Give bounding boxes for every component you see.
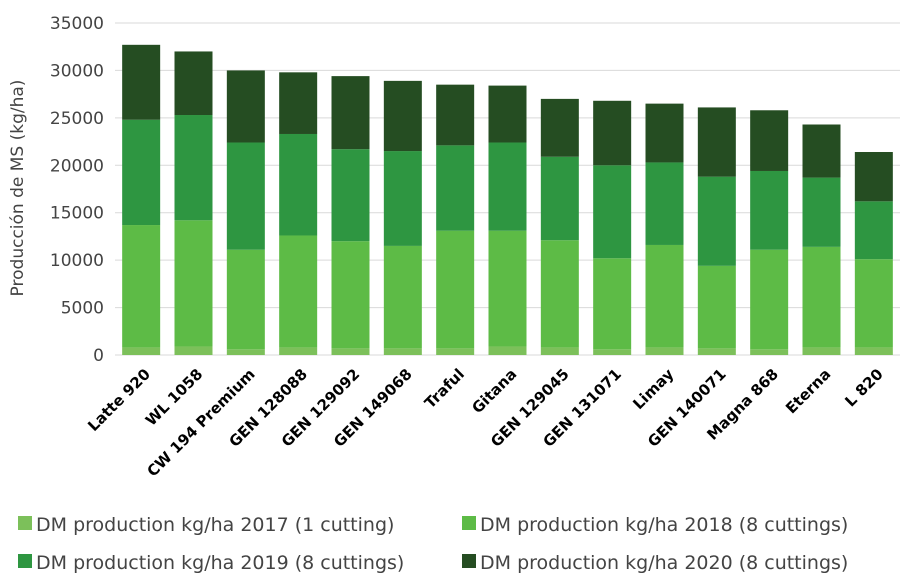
bar-segment [122, 44, 161, 120]
bar-segment [802, 246, 841, 348]
bar-segment [854, 347, 893, 355]
bar-segment [750, 249, 789, 350]
bar-segment [645, 162, 684, 245]
bar-segment [697, 176, 736, 266]
bar-segment [697, 348, 736, 355]
bar-segment [279, 133, 318, 236]
x-tick-label: Gitana [468, 365, 520, 417]
bar-segment [331, 348, 370, 355]
bars [122, 44, 893, 355]
bar-segment [645, 347, 684, 355]
bar-segment [488, 142, 527, 231]
bar-segment [174, 115, 213, 221]
bar-segment [540, 156, 579, 241]
y-tick-label: 25000 [50, 109, 104, 129]
x-tick-label: Eterna [782, 365, 834, 417]
bar-segment [331, 241, 370, 349]
bar-segment [802, 177, 841, 247]
y-tick-label: 5000 [61, 299, 104, 319]
x-tick-label: Limay [629, 365, 677, 413]
legend-label: DM production kg/ha 2020 (8 cuttings) [480, 552, 848, 574]
legend-swatch [18, 554, 32, 568]
bar-segment [697, 265, 736, 349]
bar-segment [593, 100, 632, 166]
y-tick-label: 35000 [50, 14, 104, 34]
bar-segment [331, 149, 370, 242]
legend-label: DM production kg/ha 2017 (1 cutting) [36, 514, 394, 536]
y-axis-label: Producción de MS (kg/ha) [8, 80, 28, 297]
bar-segment [436, 145, 475, 231]
bar-segment [488, 346, 527, 355]
bar-segment [540, 240, 579, 348]
y-tick-label: 10000 [50, 251, 104, 271]
bar-segment [854, 201, 893, 260]
bar-segment [593, 165, 632, 259]
bar-segment [279, 235, 318, 348]
bar-segment [436, 348, 475, 355]
x-tick-label: L 820 [841, 365, 886, 410]
y-tick-label: 30000 [50, 61, 104, 81]
legend-label: DM production kg/ha 2018 (8 cuttings) [480, 514, 848, 536]
bar-segment [226, 349, 265, 355]
y-tick-label: 0 [93, 346, 104, 366]
bar-segment [802, 124, 841, 178]
bar-segment [174, 51, 213, 116]
bar-segment [750, 170, 789, 250]
bar-segment [802, 347, 841, 355]
bar-segment [174, 346, 213, 355]
x-tick-label: Latte 920 [84, 365, 154, 435]
bar-segment [750, 110, 789, 171]
bar-segment [854, 259, 893, 348]
legend-swatch [462, 516, 476, 530]
bar-segment [645, 244, 684, 348]
bar-segment [279, 72, 318, 134]
bar-segment [383, 245, 422, 349]
bar-segment [226, 249, 265, 350]
bar-segment [383, 151, 422, 246]
bar-segment [697, 107, 736, 177]
bar-segment [174, 220, 213, 347]
legend-label: DM production kg/ha 2019 (8 cuttings) [36, 552, 404, 574]
bar-segment [645, 103, 684, 163]
bar-segment [226, 142, 265, 250]
y-tick-labels: 0 5000 10000 15000 20000 25000 30000 35000 [50, 14, 104, 366]
bar-segment [488, 230, 527, 347]
bar-segment [383, 348, 422, 355]
bar-segment [540, 98, 579, 157]
bar-segment [750, 349, 789, 355]
bar-segment [383, 80, 422, 152]
bar-segment [593, 349, 632, 355]
bar-segment [226, 70, 265, 143]
y-tick-label: 20000 [50, 156, 104, 176]
bar-segment [593, 258, 632, 350]
x-tick-label: Traful [421, 365, 468, 412]
bar-segment [488, 85, 527, 143]
bar-segment [331, 76, 370, 150]
bar-segment [122, 225, 161, 348]
bar-segment [122, 347, 161, 355]
bar-segment [436, 84, 475, 146]
legend-swatch [462, 554, 476, 568]
bar-segment [540, 347, 579, 355]
legend-swatch [18, 516, 32, 530]
bar-segment [122, 119, 161, 226]
bar-segment [279, 347, 318, 355]
bar-segment [436, 230, 475, 349]
bar-segment [854, 152, 893, 202]
y-tick-label: 15000 [50, 204, 104, 224]
legend: DM production kg/ha 2017 (1 cutting) DM p… [18, 514, 848, 574]
